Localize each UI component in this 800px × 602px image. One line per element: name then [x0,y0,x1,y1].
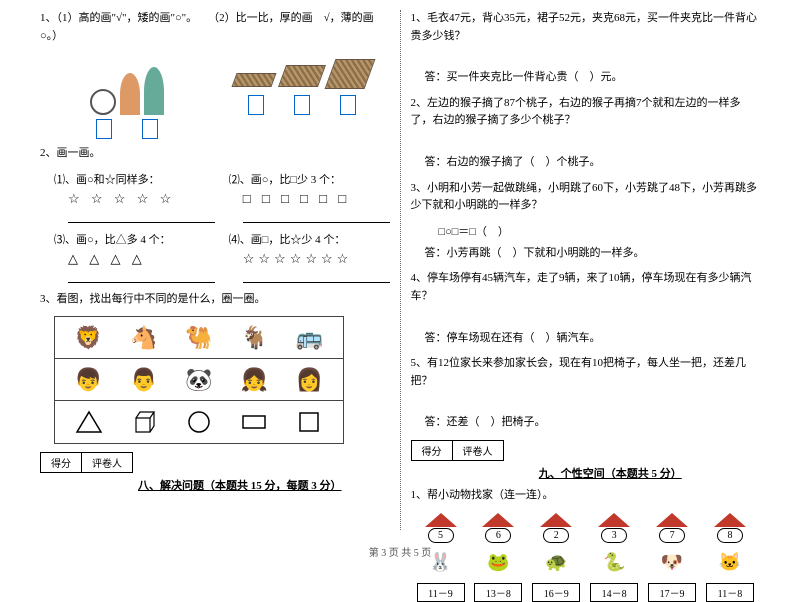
house-number: 5 [428,528,454,543]
q3-row1: 🦁 🐴 🐫 🐐 🚌 [55,317,343,359]
grader-cell: 评卷人 [452,440,504,461]
calc-box: 17－9 [648,583,696,602]
house-number: 6 [485,528,511,543]
roof-icon [540,513,572,527]
roof-icon [656,513,688,527]
calc-box: 13－8 [474,583,522,602]
horse-icon: 🐴 [130,325,157,351]
roof-icon [598,513,630,527]
panda-icon: 🐼 [185,367,212,393]
planks-illustration [215,59,390,89]
calc-box: 16－9 [532,583,580,602]
q2-squares6: □ □ □ □ □ □ [243,191,390,207]
q3-grid: 🦁 🐴 🐫 🐐 🚌 👦 👨 🐼 👧 👩 [54,316,344,444]
rq3-ans: 答：小芳再跳（ ）下就和小明跳的一样多。 [425,245,761,263]
blank-line [243,271,390,283]
section-8-title: 八、解决问题（本题共 15 分，每题 3 分） [90,477,390,493]
page-footer: 第 3 页 共 5 页 [0,544,800,559]
house: 8 [706,513,754,543]
rq2-ans: 答：右边的猴子摘了（ ）个桃子。 [425,154,761,172]
roof-icon [482,513,514,527]
boy-icon: 👦 [75,367,102,393]
bus-icon: 🚌 [296,325,323,351]
score-box-left: 得分 评卷人 [40,452,390,473]
q1: 1、（1）高的画"√"，矮的画"○"。 （2）比一比，厚的画 √，薄的画○。） [40,10,390,45]
house-number: 3 [601,528,627,543]
rq3-formula: □○□＝□（ ） [439,223,761,239]
blank-line [243,211,390,223]
rq3: 3、小明和小芳一起做跳绳，小明跳了60下，小芳跳了48下，小芳再跳多少下就和小明… [411,180,761,215]
rq9-1: 1、帮小动物找家（连一连）。 [411,487,761,505]
woman-icon: 👩 [296,367,323,393]
rq4: 4、停车场停有45辆汽车，走了9辆，来了10辆，停车场现在有多少辆汽车？ [411,270,761,305]
rq2: 2、左边的猴子摘了87个桃子，右边的猴子再摘7个就和左边的一样多了，右边的猴子摘… [411,95,761,130]
house: 2 [532,513,580,543]
roof-icon [714,513,746,527]
blank-line [68,211,215,223]
q3-row2: 👦 👨 🐼 👧 👩 [55,359,343,401]
square-icon [295,408,323,436]
rq1-ans: 答：买一件夹克比一件背心贵（ ）元。 [425,69,761,87]
rectangle-icon [240,408,268,436]
house-number: 8 [717,528,743,543]
grader-cell: 评卷人 [81,452,133,473]
camel-icon: 🐫 [185,325,212,351]
girl-icon: 👧 [240,367,267,393]
house: 3 [590,513,638,543]
house-number: 7 [659,528,685,543]
rq1: 1、毛衣47元，背心35元，裙子52元，夹克68元，买一件夹克比一件背心贵多少钱… [411,10,761,45]
right-column: 1、毛衣47元，背心35元，裙子52元，夹克68元，买一件夹克比一件背心贵多少钱… [401,10,771,540]
q2-title: 2、画一画。 [40,145,390,163]
q2-sub1: ⑴、画○和☆同样多： [54,171,215,187]
answer-squares-right [215,95,390,115]
rq5-ans: 答：还差（ ）把椅子。 [425,414,761,432]
house: 7 [648,513,696,543]
q2-stars5: ☆ ☆ ☆ ☆ ☆ [68,191,215,207]
man-icon: 👨 [130,367,157,393]
score-box-right: 得分 评卷人 [411,440,761,461]
lion-icon: 🦁 [75,325,102,351]
q2-sub3: ⑶、画○，比△多 4 个： [54,231,215,247]
roof-icon [425,513,457,527]
blank-line [68,271,215,283]
q2-sub2: ⑵、画○，比□少 3 个： [229,171,390,187]
house-number: 2 [543,528,569,543]
calc-box: 14－8 [590,583,638,602]
triangle-icon [75,408,103,436]
calc-box: 11－8 [706,583,754,602]
house: 6 [474,513,522,543]
rq5: 5、有12位家长来参加家长会，现在有10把椅子，每人坐一把，还差几把？ [411,355,761,390]
rq4-ans: 答：停车场现在还有（ ）辆汽车。 [425,330,761,348]
goat-icon: 🐐 [240,325,267,351]
q3-title: 3、看图，找出每行中不同的是什么，圈一圈。 [40,291,390,309]
q2-stars7: ☆☆☆☆☆☆☆ [243,251,390,267]
house: 5 [417,513,465,543]
left-column: 1、（1）高的画"√"，矮的画"○"。 （2）比一比，厚的画 √，薄的画○。） [30,10,400,540]
children-illustration [77,55,177,115]
score-cell: 得分 [40,452,81,473]
calc-box: 11－9 [417,583,465,602]
score-cell: 得分 [411,440,452,461]
answer-squares-left [40,119,215,139]
q2-tris4: △ △ △ △ [68,251,215,267]
q3-row3 [55,401,343,443]
section-9-title: 九、个性空间（本题共 5 分） [461,465,761,481]
q1-images [40,53,390,143]
houses-row: 5 6 2 3 7 8 [411,513,761,543]
cube-icon [130,408,158,436]
calc-row: 11－9 13－8 16－9 14－8 17－9 11－8 [411,583,761,602]
circle-icon [185,408,213,436]
q2-sub4: ⑷、画□，比☆少 4 个： [229,231,390,247]
